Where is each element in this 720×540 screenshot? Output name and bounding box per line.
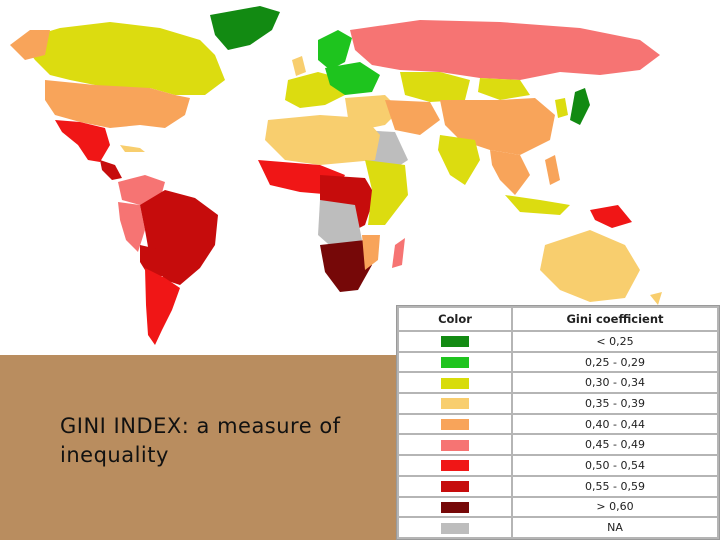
region-caribbean bbox=[120, 145, 145, 152]
legend-row: 0,45 - 0,49 bbox=[397, 433, 719, 457]
legend-table: Color Gini coefficient < 0,25 0,25 - 0,2… bbox=[396, 305, 720, 540]
legend-swatch bbox=[441, 439, 469, 451]
legend-swatch bbox=[441, 460, 469, 472]
legend-label: 0,35 - 0,39 bbox=[511, 392, 719, 415]
region-mongolia bbox=[478, 78, 530, 100]
region-russia bbox=[350, 20, 660, 80]
legend-label: 0,30 - 0,34 bbox=[511, 371, 719, 395]
legend-label: NA bbox=[511, 516, 719, 539]
legend-row: 0,25 - 0,29 bbox=[397, 350, 719, 374]
legend-swatch bbox=[441, 501, 469, 513]
region-japan bbox=[570, 88, 590, 125]
region-uk bbox=[292, 56, 306, 76]
caption-line-1: GINI INDEX: a measure of bbox=[60, 414, 341, 438]
legend-label: 0,40 - 0,44 bbox=[511, 412, 719, 436]
legend-swatch bbox=[441, 357, 469, 369]
region-india bbox=[438, 135, 480, 185]
legend-swatch bbox=[441, 336, 469, 348]
region-australia bbox=[540, 230, 640, 302]
region-mozambique bbox=[362, 235, 380, 270]
region-peru bbox=[118, 202, 145, 252]
legend-row: 0,35 - 0,39 bbox=[397, 392, 719, 415]
legend-row: > 0,60 bbox=[397, 495, 719, 519]
region-korea bbox=[555, 98, 568, 118]
region-eastern-europe bbox=[325, 62, 380, 95]
legend-row: NA bbox=[397, 516, 719, 539]
region-southeast-asia bbox=[490, 150, 530, 195]
legend-swatch bbox=[441, 419, 469, 431]
caption-line-2: inequality bbox=[60, 443, 169, 467]
legend-row: 0,50 - 0,54 bbox=[397, 454, 719, 477]
legend-row: 0,40 - 0,44 bbox=[397, 412, 719, 436]
region-philippines bbox=[545, 155, 560, 185]
region-new-zealand bbox=[650, 292, 662, 305]
caption-panel bbox=[0, 355, 398, 540]
region-central-america bbox=[100, 160, 122, 180]
legend-label: 0,45 - 0,49 bbox=[511, 433, 719, 457]
region-mexico bbox=[55, 120, 110, 162]
legend-label: 0,50 - 0,54 bbox=[511, 454, 719, 477]
region-canada bbox=[20, 22, 225, 95]
legend-swatch bbox=[441, 522, 469, 534]
legend-swatch bbox=[441, 481, 469, 493]
legend-swatch bbox=[441, 377, 469, 389]
region-madagascar bbox=[392, 238, 405, 268]
legend-label: < 0,25 bbox=[511, 330, 719, 353]
region-scandinavia bbox=[318, 30, 352, 70]
region-usa bbox=[45, 80, 190, 128]
region-north-africa bbox=[265, 115, 380, 165]
region-papua-new-guinea bbox=[590, 205, 632, 228]
region-congo bbox=[318, 200, 362, 250]
legend-row: < 0,25 bbox=[397, 330, 719, 353]
legend-swatch bbox=[441, 398, 469, 410]
caption-text: GINI INDEX: a measure of inequality bbox=[60, 412, 390, 470]
legend-header-range: Gini coefficient bbox=[511, 306, 719, 332]
legend-label: 0,25 - 0,29 bbox=[511, 350, 719, 374]
legend-label: 0,55 - 0,59 bbox=[511, 474, 719, 498]
region-alaska bbox=[10, 30, 50, 60]
legend-row: 0,30 - 0,34 bbox=[397, 371, 719, 395]
legend-label: > 0,60 bbox=[511, 495, 719, 519]
legend-row: 0,55 - 0,59 bbox=[397, 474, 719, 498]
region-greenland bbox=[210, 6, 280, 50]
region-kazakhstan bbox=[400, 72, 470, 102]
region-argentina-chile bbox=[145, 268, 180, 345]
region-southern-africa bbox=[320, 240, 372, 292]
region-indonesia bbox=[505, 195, 570, 215]
region-east-africa bbox=[365, 160, 408, 225]
legend-header-color: Color bbox=[397, 306, 513, 332]
region-iran bbox=[385, 100, 440, 135]
